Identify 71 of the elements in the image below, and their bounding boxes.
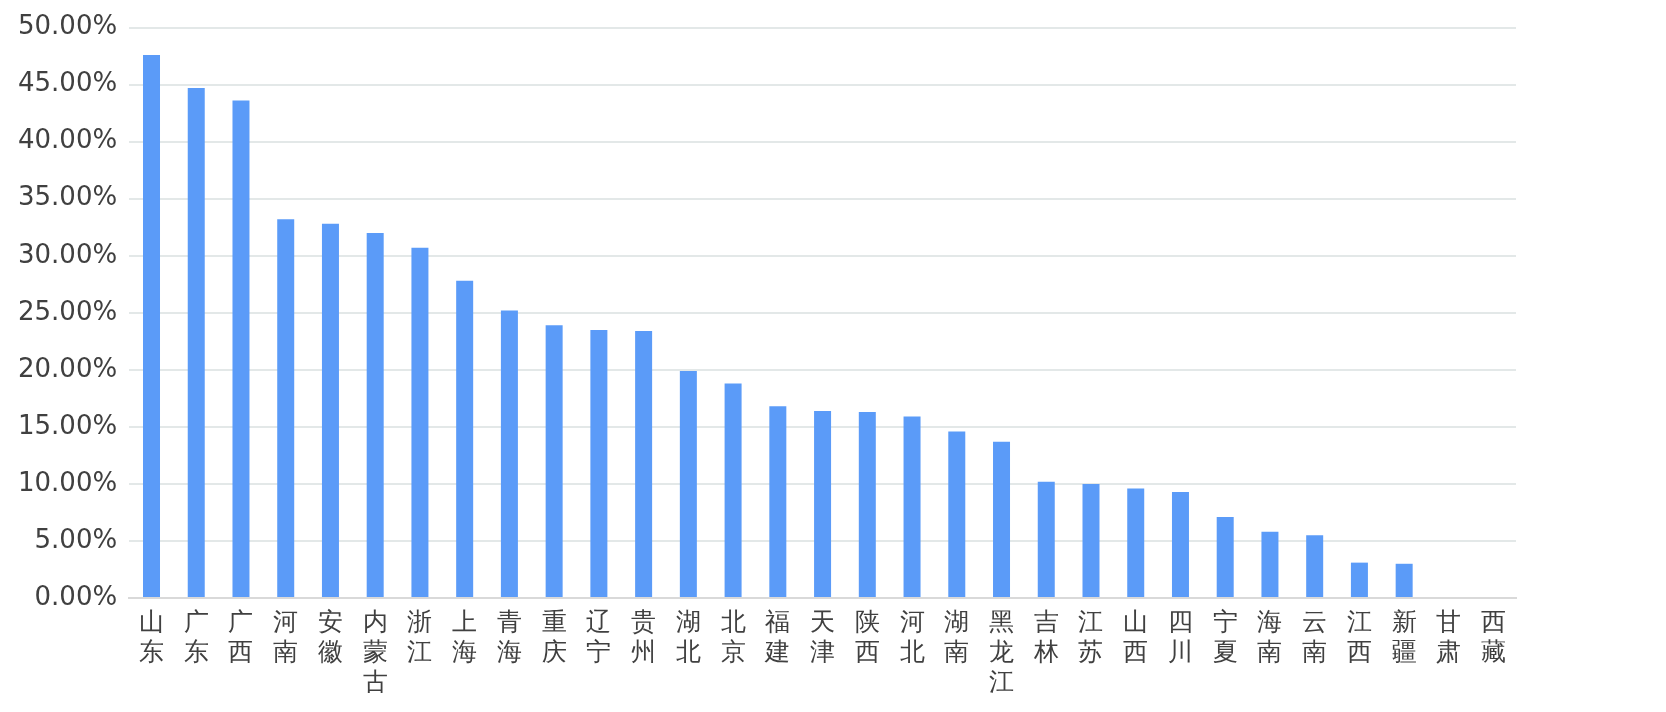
x-tick-label: 湖南: [944, 606, 970, 666]
x-tick-label: 安徽: [317, 606, 343, 666]
x-tick-label: 河南: [273, 606, 299, 666]
x-tick-label: 广东: [183, 606, 209, 666]
x-tick-label: 宁夏: [1212, 606, 1238, 666]
y-tick-label: 45.00%: [18, 67, 118, 98]
bar: [724, 383, 742, 597]
x-tick-label: 甘肃: [1436, 606, 1462, 666]
bar: [411, 247, 429, 597]
y-tick-label: 25.00%: [18, 295, 118, 326]
bar: [232, 100, 250, 597]
bar: [948, 431, 966, 597]
x-tick-label: 吉林: [1032, 606, 1059, 666]
y-tick-label: 40.00%: [18, 124, 118, 155]
x-tick-label: 河北: [899, 606, 925, 666]
x-tick-label: 重庆: [541, 606, 567, 666]
bar: [1216, 517, 1234, 597]
x-tick-label: 陕西: [854, 606, 880, 666]
bar: [187, 88, 205, 597]
bar: [143, 54, 161, 597]
bar: [1306, 535, 1324, 597]
x-tick-label: 浙江: [407, 606, 433, 666]
x-tick-label: 辽宁: [586, 606, 612, 666]
bar: [1350, 562, 1368, 597]
y-tick-label: 50.00%: [18, 10, 118, 41]
bar: [277, 219, 295, 597]
x-tick-label: 湖北: [675, 606, 701, 666]
bar: [903, 416, 921, 597]
bar: [1261, 531, 1279, 597]
bar: [858, 412, 876, 597]
bar: [769, 406, 787, 597]
x-tick-label: 黑龙江: [989, 606, 1015, 696]
bar: [1037, 481, 1055, 597]
bar: [635, 331, 653, 597]
bar: [1171, 491, 1189, 597]
y-tick-label: 30.00%: [18, 238, 118, 269]
y-tick-label: 35.00%: [18, 181, 118, 212]
x-tick-label: 云南: [1302, 606, 1328, 666]
y-tick-label: 0.00%: [34, 580, 118, 611]
y-tick-label: 15.00%: [18, 409, 118, 440]
bar: [366, 232, 384, 597]
x-tick-label: 广西: [228, 606, 254, 666]
bar: [1127, 488, 1145, 597]
bar: [456, 280, 474, 597]
x-tick-label: 上海: [452, 606, 478, 666]
x-tick-label: 山西: [1123, 606, 1149, 666]
x-tick-label: 海南: [1257, 606, 1283, 666]
x-tick-label: 内蒙古: [362, 606, 388, 696]
x-tick-label: 西藏: [1481, 606, 1507, 666]
bar: [590, 329, 608, 597]
bar: [993, 441, 1011, 597]
bar: [545, 325, 563, 597]
x-tick-label: 江苏: [1078, 606, 1104, 666]
bar: [1082, 483, 1100, 597]
x-tick-label: 北京: [720, 606, 746, 666]
bar: [679, 370, 697, 597]
x-tick-label: 山东: [139, 606, 165, 666]
x-tick-label: 四川: [1167, 606, 1193, 666]
bar: [1395, 563, 1413, 597]
x-tick-label: 贵州: [631, 606, 657, 666]
bar: [321, 223, 339, 597]
x-tick-label: 新疆: [1391, 606, 1417, 666]
y-tick-label: 20.00%: [18, 352, 118, 383]
x-tick-label: 青海: [496, 606, 522, 666]
x-tick-label: 江西: [1346, 606, 1372, 666]
x-tick-label: 福建: [764, 606, 791, 666]
x-tick-label: 天津: [810, 606, 836, 666]
bar: [500, 310, 518, 597]
bar: [814, 410, 832, 597]
y-tick-label: 10.00%: [18, 466, 118, 497]
y-tick-label: 5.00%: [34, 523, 118, 554]
